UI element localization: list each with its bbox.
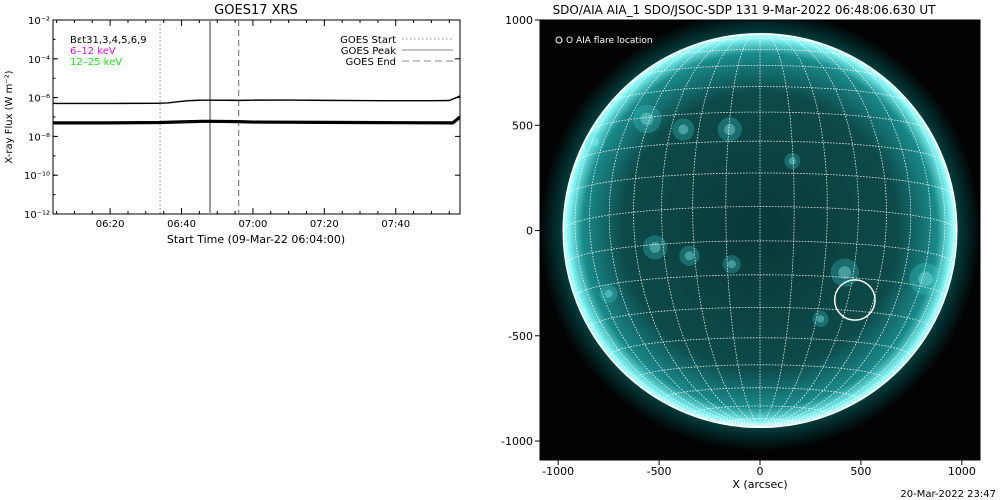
goes-xrs-panel: GOES17 XRS 10⁻² 10⁻⁴ 10⁻⁶ 10⁻⁸ 10⁻¹⁰ 10⁻¹² 06…: [4, 3, 461, 246]
goes-annotation: 12–25 keV: [70, 57, 122, 68]
aia-y-tick-label: -1000: [501, 435, 533, 448]
latitude-line: [661, 387, 859, 400]
goes-y-tick-label: 10⁻⁴: [28, 55, 50, 66]
goes-x-tick-label: 06:20: [96, 219, 125, 230]
goes-y-axis-label: X-ray Flux (W m⁻²): [4, 70, 15, 163]
active-region-core: [640, 112, 654, 126]
active-region-core: [604, 289, 613, 298]
goes-series: [53, 95, 460, 125]
goes-y-tick-label: 10⁻¹⁰: [24, 171, 50, 182]
aia-x-tick-label: 0: [757, 465, 764, 478]
goes-y-tick-label: 10⁻⁶: [28, 94, 50, 105]
aia-x-axis-label: X (arcsec): [732, 478, 787, 491]
active-region-core: [727, 260, 736, 269]
active-region-core: [724, 124, 736, 135]
latitude-line: [565, 240, 955, 265]
active-region: [584, 132, 605, 153]
latitude-line: [574, 140, 946, 163]
goes-y-tick-label: 10⁻¹²: [24, 210, 50, 221]
active-region-core: [649, 241, 661, 253]
aia-y-tick-label: -500: [508, 330, 533, 343]
latitude-line: [664, 48, 856, 59]
goes-x-tick-label: 07:20: [310, 219, 339, 230]
goes-y-tick-label: 10⁻⁸: [28, 132, 50, 143]
solar-limb: [562, 32, 958, 429]
aia-image-panel: SDO/AIA AIA_1 SDO/JSOC-SDP 131 9-Mar-202…: [501, 3, 981, 491]
aia-legend-marker: [555, 36, 563, 44]
active-region-core: [838, 266, 852, 279]
aia-y-tick-label: 1000: [505, 14, 533, 27]
aia-y-tick-label: 0: [526, 225, 533, 238]
goes-series-line: [53, 95, 460, 105]
active-region-core: [788, 157, 796, 165]
active-region: [717, 117, 742, 142]
goes-x-axis: 06:20 06:40 07:00 07:20 07:40: [56, 20, 450, 230]
goes-y-tick-label: 10⁻²: [28, 16, 50, 27]
longitude-line: [759, 35, 912, 427]
aia-x-tick-label: -1000: [542, 465, 574, 478]
active-region-core: [589, 137, 600, 147]
goes-x-axis-label: Start Time (09-Mar-22 06:04:00): [167, 233, 345, 246]
longitude-line: [633, 35, 761, 427]
active-region: [679, 245, 700, 266]
active-region: [812, 310, 829, 328]
aia-x-tick-label: -500: [647, 465, 672, 478]
footer-timestamp: 20-Mar-2022 23:47: [900, 489, 996, 500]
active-region: [599, 284, 618, 303]
flare-location-marker: [833, 279, 876, 321]
longitude-line: [759, 33, 828, 427]
aia-y-tick-label: 500: [512, 119, 533, 132]
heliographic-grid: [563, 33, 957, 427]
goes-annotation: Bεt31,3,4,5,6,9: [70, 35, 147, 46]
latitude-line: [590, 111, 930, 131]
goes-legend-label: GOES Start: [340, 35, 396, 46]
longitude-line: [759, 230, 957, 427]
aia-x-tick-label: 1000: [948, 465, 976, 478]
active-region-core: [918, 271, 933, 287]
longitude-line: [563, 230, 761, 427]
goes-x-tick-label: 07:00: [239, 219, 268, 230]
aia-image-title: SDO/AIA AIA_1 SDO/JSOC-SDP 131 9-Mar-202…: [553, 3, 937, 17]
goes-event-lines: [159, 20, 240, 214]
longitude-line: [759, 35, 887, 427]
active-region: [642, 235, 668, 260]
longitude-line: [759, 33, 859, 427]
aia-y-axis: 1000 500 0 -500 -1000: [501, 14, 540, 448]
longitude-line: [608, 35, 761, 427]
goes-legend-label: GOES Peak: [341, 46, 396, 57]
goes-series-line: [53, 115, 460, 125]
longitude-line: [759, 33, 795, 427]
longitude-line: [565, 69, 761, 427]
goes-legend-label: GOES End: [346, 57, 396, 68]
longitude-line: [759, 44, 946, 427]
longitude-line: [725, 33, 761, 427]
aia-legend: O AIA flare location: [555, 36, 653, 46]
active-region: [672, 118, 695, 141]
longitude-line: [692, 33, 761, 427]
goes-y-axis: 10⁻² 10⁻⁴ 10⁻⁶ 10⁻⁸ 10⁻¹⁰ 10⁻¹²: [24, 16, 460, 221]
active-region: [909, 262, 942, 296]
active-region: [784, 152, 801, 170]
goes-chart-title: GOES17 XRS: [214, 3, 298, 18]
longitude-line: [759, 69, 955, 427]
latitude-line: [609, 86, 911, 104]
aia-x-axis: -1000 -500 0 500 1000: [542, 460, 976, 478]
goes-x-tick-label: 07:40: [381, 219, 410, 230]
longitude-line: [589, 38, 761, 427]
longitude-line: [661, 33, 761, 427]
active-region-core: [678, 124, 689, 135]
active-region-core: [684, 251, 694, 261]
aia-x-tick-label: 500: [850, 465, 871, 478]
active-region-core: [816, 315, 825, 323]
aia-legend-text: O AIA flare location: [566, 36, 653, 46]
active-region: [632, 104, 662, 134]
longitude-line: [574, 44, 761, 427]
longitude-line: [759, 38, 931, 427]
goes-annotation: 6–12 keV: [70, 46, 116, 57]
goes-x-tick-label: 06:40: [167, 219, 196, 230]
